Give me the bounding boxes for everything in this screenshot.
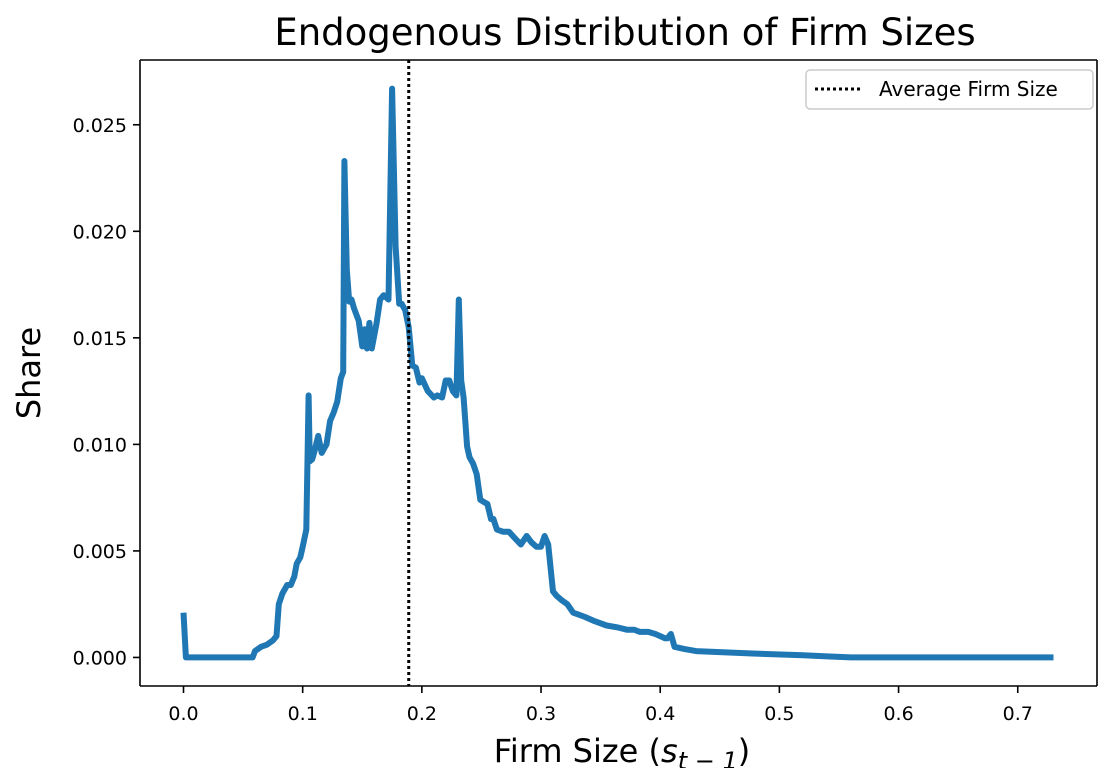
x-tick-label: 0.2 — [407, 703, 437, 725]
x-axis-title-var: s — [661, 732, 678, 768]
x-axis-title-main: Firm Size ( — [494, 732, 661, 768]
x-tick-label: 0.0 — [168, 703, 198, 725]
series-line-0 — [180, 85, 1054, 661]
x-ticks: 0.0 0.1 0.2 0.3 0.4 0.5 0.6 0.7 — [168, 686, 1033, 725]
y-tick-label: 0.010 — [73, 434, 127, 456]
x-tick-label: 0.3 — [526, 703, 556, 725]
axes-frame — [139, 59, 1098, 687]
y-ticks: 0.000 0.005 0.010 0.015 0.020 0.025 — [73, 115, 140, 669]
plot-area — [140, 60, 1097, 686]
chart-title: Endogenous Distribution of Firm Sizes — [274, 11, 975, 54]
x-tick-label: 0.6 — [883, 703, 913, 725]
x-axis-title-close: ) — [738, 732, 750, 768]
x-tick-label: 0.1 — [288, 703, 318, 725]
legend: Average Firm Size — [805, 69, 1094, 110]
y-axis-title: Share — [10, 327, 48, 419]
y-tick-label: 0.005 — [73, 541, 127, 563]
series-layer — [180, 85, 1054, 661]
y-tick-label: 0.015 — [73, 328, 127, 350]
x-tick-label: 0.5 — [764, 703, 794, 725]
x-tick-label: 0.4 — [645, 703, 675, 725]
x-axis-title-sub: t − 1 — [678, 747, 738, 768]
y-tick-label: 0.025 — [73, 115, 127, 137]
x-tick-label: 0.7 — [1003, 703, 1033, 725]
legend-label-average-firm-size: Average Firm Size — [879, 77, 1058, 101]
x-axis-title: Firm Size (st − 1) — [494, 732, 750, 768]
y-tick-label: 0.020 — [73, 221, 127, 243]
legend-box — [805, 69, 1094, 110]
y-tick-label: 0.000 — [73, 647, 127, 669]
